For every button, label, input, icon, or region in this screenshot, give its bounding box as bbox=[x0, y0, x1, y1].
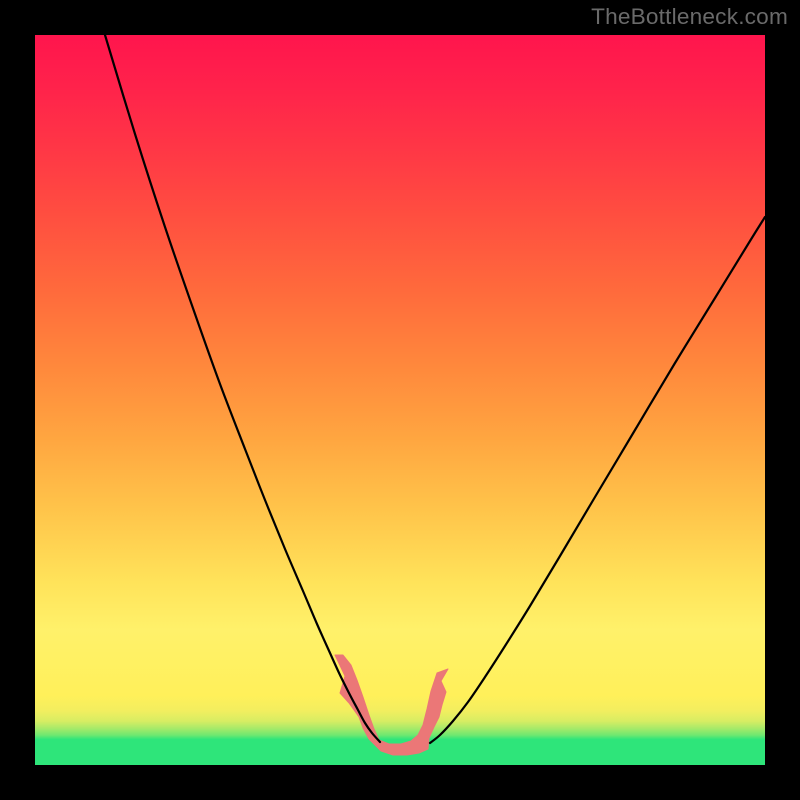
chart-canvas: TheBottleneck.com bbox=[0, 0, 800, 800]
plot-background bbox=[35, 35, 765, 765]
watermark-text: TheBottleneck.com bbox=[591, 4, 788, 30]
bottleneck-chart bbox=[0, 0, 800, 800]
